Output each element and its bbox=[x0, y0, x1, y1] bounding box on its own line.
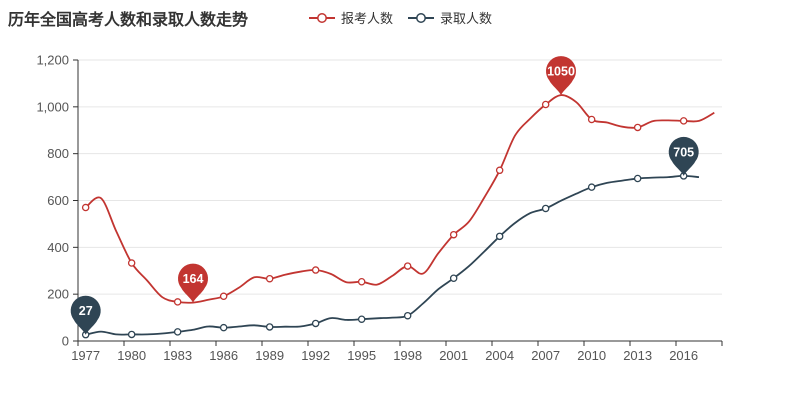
series-admitted-point bbox=[495, 232, 504, 241]
series-applicants-line bbox=[85, 94, 715, 304]
series-admitted-line bbox=[85, 174, 700, 336]
series-applicants-point bbox=[127, 259, 136, 267]
legend-item-applicants[interactable]: 报考人数 bbox=[308, 8, 393, 27]
series-applicants-point bbox=[219, 292, 228, 301]
x-tick-label: 1992 bbox=[301, 348, 330, 363]
pin-value-label: 1050 bbox=[547, 65, 575, 79]
y-tick-label: 800 bbox=[47, 146, 69, 161]
pin-value-label: 27 bbox=[79, 304, 93, 318]
series-applicants-point bbox=[311, 266, 320, 274]
pin-min-applicants: 164 bbox=[178, 263, 208, 303]
x-tick-label: 1998 bbox=[393, 348, 422, 363]
series-admitted-point bbox=[403, 311, 412, 320]
series-admitted-point bbox=[219, 323, 228, 332]
series-applicants-point bbox=[449, 230, 458, 239]
chart-title: 历年全国高考人数和录取人数走势 bbox=[8, 12, 249, 29]
series-applicants-point bbox=[495, 166, 504, 175]
pin-icon bbox=[546, 56, 576, 96]
series-applicants-point bbox=[265, 274, 274, 283]
pin-icon bbox=[178, 263, 208, 303]
x-tick-label: 2004 bbox=[485, 348, 514, 363]
series-admitted-point bbox=[311, 319, 320, 328]
legend-line-circle-icon bbox=[408, 12, 434, 23]
series-applicants-point bbox=[357, 278, 366, 286]
legend-line-circle-icon bbox=[308, 12, 335, 23]
x-tick-label: 1977 bbox=[71, 348, 100, 363]
x-tick-label: 2016 bbox=[669, 348, 698, 363]
series-applicants-point bbox=[587, 115, 596, 124]
series-applicants-point bbox=[633, 123, 642, 132]
series-applicants-point bbox=[173, 298, 182, 306]
x-tick-label: 1995 bbox=[347, 348, 376, 363]
y-tick-label: 1,200 bbox=[36, 53, 69, 68]
y-tick-label: 600 bbox=[47, 193, 69, 208]
series-admitted-point bbox=[357, 315, 366, 323]
x-tick-label: 2007 bbox=[531, 348, 560, 363]
series-admitted-point bbox=[587, 183, 596, 191]
x-tick-label: 2013 bbox=[623, 348, 652, 363]
pin-icon bbox=[70, 295, 101, 335]
x-tick-label: 1986 bbox=[209, 348, 238, 363]
x-tick-label: 2001 bbox=[439, 348, 468, 363]
y-tick-label: 400 bbox=[47, 240, 69, 255]
y-tick-label: 200 bbox=[47, 287, 69, 302]
pin-icon bbox=[668, 136, 699, 176]
y-tick-label: 0 bbox=[62, 334, 69, 349]
x-tick-label: 2010 bbox=[577, 348, 606, 363]
x-tick-label: 1980 bbox=[117, 348, 146, 363]
series-applicants-point bbox=[541, 100, 550, 109]
pin-min-admitted: 27 bbox=[70, 295, 101, 335]
series-admitted-point bbox=[265, 323, 274, 331]
series-applicants-point bbox=[679, 117, 688, 125]
series-admitted-point bbox=[541, 204, 550, 213]
series-admitted-point bbox=[173, 328, 182, 336]
series-admitted-point bbox=[127, 330, 136, 339]
x-tick-label: 1983 bbox=[163, 348, 192, 363]
legend-label-applicants: 报考人数 bbox=[340, 11, 393, 26]
series-admitted-point bbox=[449, 274, 458, 282]
chart-legend: 报考人数 录取人数 bbox=[0, 8, 800, 27]
legend-label-admitted: 录取人数 bbox=[440, 11, 493, 26]
pin-value-label: 164 bbox=[183, 272, 204, 286]
legend-item-admitted[interactable]: 录取人数 bbox=[407, 8, 492, 27]
pin-value-label: 705 bbox=[673, 145, 694, 159]
pin-max-admitted: 705 bbox=[668, 136, 699, 176]
series-applicants-point bbox=[403, 262, 412, 270]
y-tick-label: 1,000 bbox=[36, 99, 69, 114]
series-admitted-point bbox=[633, 174, 642, 183]
pin-max-applicants: 1050 bbox=[546, 56, 576, 96]
series-applicants-point bbox=[81, 203, 90, 212]
x-tick-label: 1989 bbox=[255, 348, 284, 363]
